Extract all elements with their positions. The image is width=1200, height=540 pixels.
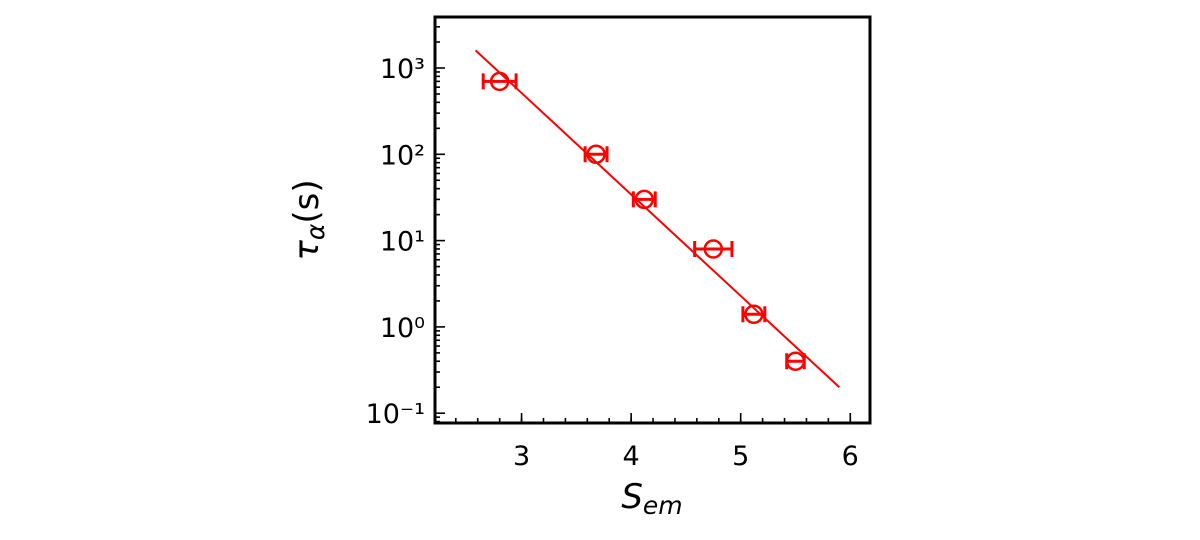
error-bar: [693, 240, 734, 257]
y-label-sub: α: [301, 223, 330, 240]
y-label-suffix: (s): [287, 179, 327, 223]
fit-line: [474, 49, 840, 388]
x-axis-label: Sem: [621, 477, 682, 520]
y-tick-label: 10²: [380, 140, 425, 171]
y-tick-label: 10¹: [380, 227, 425, 258]
x-tick-label: 4: [623, 441, 640, 472]
y-axis-label: τα(s): [287, 179, 330, 260]
x-label-text: S: [621, 477, 643, 517]
point: [785, 351, 806, 371]
y-tick-label: 10³: [380, 54, 425, 85]
y-tick-label: 10⁻¹: [366, 399, 425, 430]
x-tick-label: 6: [842, 441, 859, 472]
x-label-sub: em: [643, 491, 683, 520]
point: [703, 239, 724, 259]
y-tick-label: 10⁰: [380, 313, 425, 344]
point: [744, 304, 764, 325]
y-label-text: τ: [287, 240, 327, 261]
error-bar: [481, 73, 518, 90]
plot-frame: [433, 15, 872, 425]
x-tick-label: 3: [513, 441, 530, 472]
x-tick-label: 5: [732, 441, 749, 472]
